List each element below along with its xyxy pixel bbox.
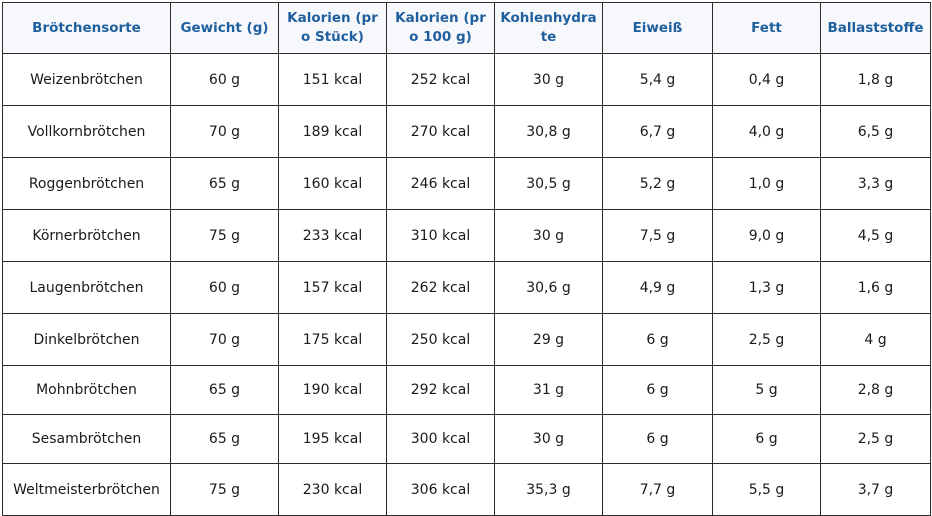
cell-kalorien-100g: 246 kcal	[386, 157, 495, 210]
cell-sorte: Roggenbrötchen	[2, 157, 171, 210]
cell-gewicht: 65 g	[170, 414, 279, 464]
cell-ballaststoffe: 3,7 g	[820, 463, 931, 516]
cell-ballaststoffe: 3,3 g	[820, 157, 931, 210]
cell-gewicht: 60 g	[170, 53, 279, 106]
cell-gewicht: 70 g	[170, 313, 279, 366]
cell-kohlenhydrate: 30 g	[494, 414, 603, 464]
table-row: Weltmeisterbrötchen 75 g 230 kcal 306 kc…	[2, 463, 931, 516]
cell-sorte: Weizenbrötchen	[2, 53, 171, 106]
cell-sorte: Körnerbrötchen	[2, 209, 171, 262]
header-kalorien-pro-100g: Kalorien (pro 100 g)	[386, 2, 495, 54]
header-gewicht: Gewicht (g)	[170, 2, 279, 54]
cell-eiweiss: 6 g	[602, 414, 713, 464]
cell-kalorien-100g: 306 kcal	[386, 463, 495, 516]
table-row: Körnerbrötchen 75 g 233 kcal 310 kcal 30…	[2, 209, 931, 262]
cell-fett: 1,3 g	[712, 261, 821, 314]
cell-kohlenhydrate: 30,6 g	[494, 261, 603, 314]
table-row: Mohnbrötchen 65 g 190 kcal 292 kcal 31 g…	[2, 365, 931, 415]
table-row: Laugenbrötchen 60 g 157 kcal 262 kcal 30…	[2, 261, 931, 314]
cell-kalorien-stueck: 230 kcal	[278, 463, 387, 516]
cell-gewicht: 65 g	[170, 365, 279, 415]
cell-ballaststoffe: 4,5 g	[820, 209, 931, 262]
cell-kalorien-stueck: 233 kcal	[278, 209, 387, 262]
cell-ballaststoffe: 4 g	[820, 313, 931, 366]
cell-eiweiss: 5,2 g	[602, 157, 713, 210]
cell-sorte: Sesambrötchen	[2, 414, 171, 464]
table-row: Dinkelbrötchen 70 g 175 kcal 250 kcal 29…	[2, 313, 931, 366]
cell-fett: 4,0 g	[712, 105, 821, 158]
cell-kalorien-100g: 310 kcal	[386, 209, 495, 262]
cell-gewicht: 65 g	[170, 157, 279, 210]
cell-kalorien-stueck: 151 kcal	[278, 53, 387, 106]
cell-gewicht: 70 g	[170, 105, 279, 158]
cell-ballaststoffe: 2,5 g	[820, 414, 931, 464]
cell-kalorien-stueck: 195 kcal	[278, 414, 387, 464]
cell-ballaststoffe: 1,6 g	[820, 261, 931, 314]
cell-eiweiss: 5,4 g	[602, 53, 713, 106]
cell-sorte: Weltmeisterbrötchen	[2, 463, 171, 516]
header-eiweiss: Eiweiß	[602, 2, 713, 54]
cell-sorte: Dinkelbrötchen	[2, 313, 171, 366]
header-fett: Fett	[712, 2, 821, 54]
cell-kalorien-stueck: 157 kcal	[278, 261, 387, 314]
cell-gewicht: 60 g	[170, 261, 279, 314]
cell-eiweiss: 7,5 g	[602, 209, 713, 262]
cell-kohlenhydrate: 30 g	[494, 53, 603, 106]
header-broetchensorte: Brötchensorte	[2, 2, 171, 54]
table-row: Weizenbrötchen 60 g 151 kcal 252 kcal 30…	[2, 53, 931, 106]
cell-eiweiss: 6 g	[602, 313, 713, 366]
header-kohlenhydrate: Kohlenhydrate	[494, 2, 603, 54]
cell-kalorien-stueck: 190 kcal	[278, 365, 387, 415]
cell-gewicht: 75 g	[170, 463, 279, 516]
cell-kohlenhydrate: 29 g	[494, 313, 603, 366]
cell-fett: 5,5 g	[712, 463, 821, 516]
cell-sorte: Laugenbrötchen	[2, 261, 171, 314]
cell-fett: 2,5 g	[712, 313, 821, 366]
cell-kohlenhydrate: 35,3 g	[494, 463, 603, 516]
cell-fett: 0,4 g	[712, 53, 821, 106]
cell-fett: 5 g	[712, 365, 821, 415]
header-ballaststoffe: Ballaststoffe	[820, 2, 931, 54]
cell-ballaststoffe: 6,5 g	[820, 105, 931, 158]
cell-kalorien-stueck: 189 kcal	[278, 105, 387, 158]
header-kalorien-pro-stueck: Kalorien (pro Stück)	[278, 2, 387, 54]
cell-sorte: Mohnbrötchen	[2, 365, 171, 415]
cell-kohlenhydrate: 30,8 g	[494, 105, 603, 158]
table-row: Vollkornbrötchen 70 g 189 kcal 270 kcal …	[2, 105, 931, 158]
cell-fett: 6 g	[712, 414, 821, 464]
cell-kohlenhydrate: 30 g	[494, 209, 603, 262]
cell-kalorien-100g: 300 kcal	[386, 414, 495, 464]
table-row: Sesambrötchen 65 g 195 kcal 300 kcal 30 …	[2, 414, 931, 464]
cell-kalorien-100g: 252 kcal	[386, 53, 495, 106]
cell-kohlenhydrate: 30,5 g	[494, 157, 603, 210]
table-body: Weizenbrötchen 60 g 151 kcal 252 kcal 30…	[2, 53, 931, 516]
cell-fett: 9,0 g	[712, 209, 821, 262]
cell-ballaststoffe: 2,8 g	[820, 365, 931, 415]
header-row: Brötchensorte Gewicht (g) Kalorien (pro …	[2, 2, 931, 54]
cell-eiweiss: 6 g	[602, 365, 713, 415]
cell-kalorien-100g: 270 kcal	[386, 105, 495, 158]
table-row: Roggenbrötchen 65 g 160 kcal 246 kcal 30…	[2, 157, 931, 210]
cell-eiweiss: 4,9 g	[602, 261, 713, 314]
cell-fett: 1,0 g	[712, 157, 821, 210]
cell-eiweiss: 7,7 g	[602, 463, 713, 516]
cell-eiweiss: 6,7 g	[602, 105, 713, 158]
cell-kalorien-100g: 262 kcal	[386, 261, 495, 314]
cell-gewicht: 75 g	[170, 209, 279, 262]
cell-kalorien-stueck: 160 kcal	[278, 157, 387, 210]
cell-kohlenhydrate: 31 g	[494, 365, 603, 415]
cell-ballaststoffe: 1,8 g	[820, 53, 931, 106]
cell-kalorien-stueck: 175 kcal	[278, 313, 387, 366]
cell-kalorien-100g: 292 kcal	[386, 365, 495, 415]
cell-kalorien-100g: 250 kcal	[386, 313, 495, 366]
cell-sorte: Vollkornbrötchen	[2, 105, 171, 158]
table-header: Brötchensorte Gewicht (g) Kalorien (pro …	[2, 2, 931, 54]
